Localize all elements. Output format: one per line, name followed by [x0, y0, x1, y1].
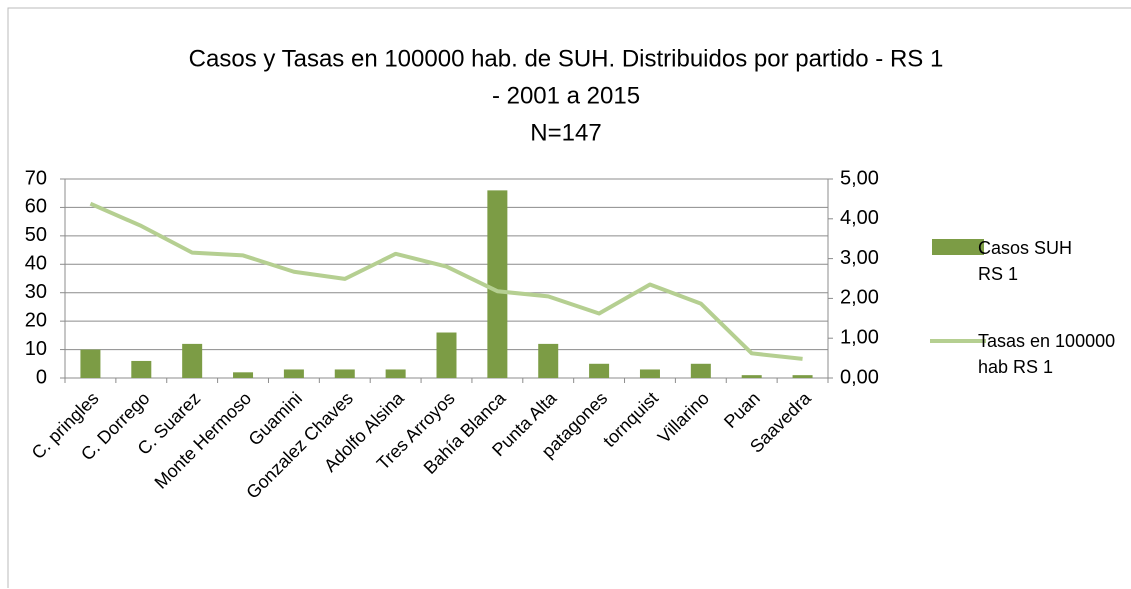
bar — [233, 372, 254, 378]
bar — [334, 369, 355, 378]
line — [89, 201, 803, 361]
bar — [80, 349, 101, 378]
y2-tick-label: 5,00 — [840, 167, 879, 189]
y2-tick-label: 1,00 — [840, 326, 879, 348]
chart-title: - 2001 a 2015 — [492, 82, 640, 109]
bar — [741, 375, 762, 378]
bar — [385, 369, 406, 378]
chart-border — [7, 7, 1131, 588]
y2-tick-label: 0,00 — [840, 366, 879, 388]
legend-swatch — [932, 239, 984, 255]
x-tick-label: tornquist — [599, 388, 662, 451]
y-tick-label: 50 — [25, 224, 47, 246]
y-tick-label: 0 — [36, 366, 47, 388]
y-tick-label: 70 — [25, 167, 47, 189]
bar — [131, 360, 152, 378]
y2-tick-label: 3,00 — [840, 247, 879, 269]
legend-label: Casos SUH RS 1 — [978, 238, 1073, 284]
y2-tick-label: 4,00 — [840, 207, 879, 229]
bar — [589, 363, 610, 378]
bar — [182, 343, 203, 378]
bar — [690, 363, 711, 378]
y-tick-label: 30 — [25, 281, 47, 303]
y-tick-label: 20 — [25, 309, 47, 331]
x-tick-label: Monte Hermoso — [151, 388, 256, 493]
chart-title: Casos y Tasas en 100000 hab. de SUH. Dis… — [189, 45, 944, 72]
y2-tick-label: 2,00 — [840, 287, 879, 309]
chart-title: N=147 — [530, 119, 601, 146]
bar — [538, 343, 559, 378]
bar — [487, 190, 508, 378]
bar — [792, 375, 813, 378]
x-tick-label: Puan — [720, 388, 764, 432]
bar — [639, 369, 660, 378]
y-tick-label: 40 — [25, 253, 47, 275]
x-tick-label: Villarino — [654, 388, 713, 447]
bar — [436, 332, 457, 378]
bar — [283, 369, 304, 378]
y-tick-label: 10 — [25, 338, 47, 360]
y-tick-label: 60 — [25, 196, 47, 218]
legend-label: Tasas en 100000 hab RS 1 — [978, 331, 1116, 377]
